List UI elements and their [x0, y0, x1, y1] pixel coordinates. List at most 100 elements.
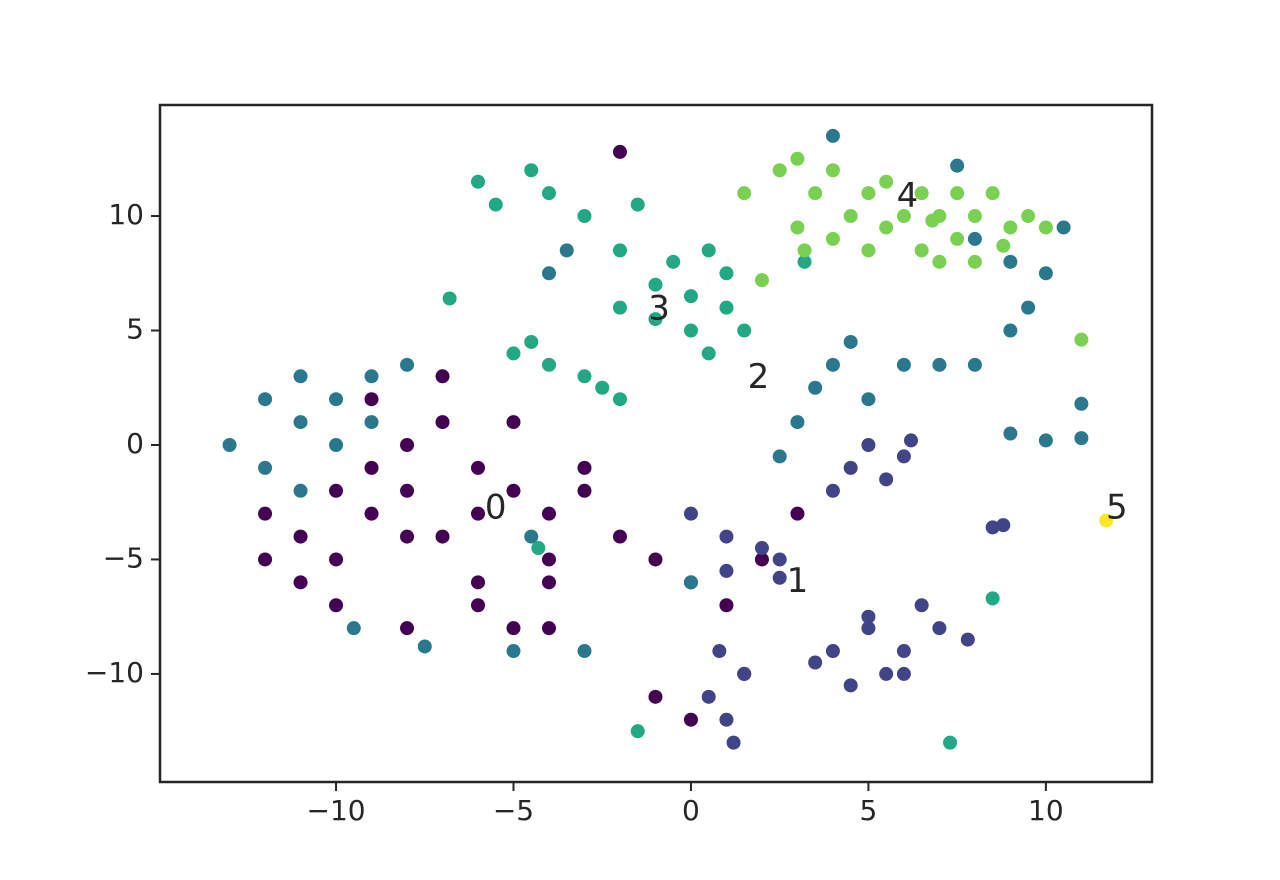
- point: [258, 506, 273, 521]
- point: [719, 563, 734, 578]
- point: [825, 128, 840, 143]
- point: [943, 735, 958, 750]
- point: [719, 598, 734, 613]
- point: [1074, 396, 1089, 411]
- point: [258, 460, 273, 475]
- point: [258, 552, 273, 567]
- point: [612, 300, 627, 315]
- point: [683, 575, 698, 590]
- point: [861, 392, 876, 407]
- point: [797, 243, 812, 258]
- y-tick-label: −10: [85, 656, 144, 689]
- point: [967, 254, 982, 269]
- point: [754, 273, 769, 288]
- point: [843, 460, 858, 475]
- point: [400, 529, 415, 544]
- point: [541, 266, 556, 281]
- point: [950, 158, 965, 173]
- point: [808, 186, 823, 201]
- point: [293, 483, 308, 498]
- point: [524, 529, 539, 544]
- point: [1021, 300, 1036, 315]
- point: [896, 666, 911, 681]
- point: [346, 621, 361, 636]
- point: [719, 300, 734, 315]
- point: [996, 518, 1011, 533]
- point: [541, 506, 556, 521]
- point: [861, 609, 876, 624]
- point: [1038, 266, 1053, 281]
- point: [293, 575, 308, 590]
- point: [524, 163, 539, 178]
- point: [985, 520, 1000, 535]
- point: [967, 231, 982, 246]
- point: [1038, 220, 1053, 235]
- x-tick-label: −5: [493, 794, 534, 827]
- point: [577, 644, 592, 659]
- point: [861, 437, 876, 452]
- point: [825, 231, 840, 246]
- point: [630, 724, 645, 739]
- point: [1056, 220, 1071, 235]
- point: [364, 392, 379, 407]
- point: [719, 266, 734, 281]
- point: [879, 174, 894, 189]
- point: [488, 197, 503, 212]
- point: [612, 529, 627, 544]
- point: [737, 186, 752, 201]
- point: [329, 598, 344, 613]
- point: [896, 449, 911, 464]
- point: [435, 369, 450, 384]
- x-tick-label: 10: [1028, 794, 1064, 827]
- point: [925, 213, 940, 228]
- point: [772, 449, 787, 464]
- point: [541, 575, 556, 590]
- point: [861, 186, 876, 201]
- point: [879, 220, 894, 235]
- point: [712, 644, 727, 659]
- point: [222, 437, 237, 452]
- point: [719, 529, 734, 544]
- point: [648, 277, 663, 292]
- point: [737, 666, 752, 681]
- point: [932, 254, 947, 269]
- x-tick-label: 0: [682, 794, 700, 827]
- point: [417, 639, 432, 654]
- point: [541, 552, 556, 567]
- point: [797, 254, 812, 269]
- point: [861, 621, 876, 636]
- point: [737, 323, 752, 338]
- cluster-label: 5: [1106, 488, 1128, 528]
- point: [843, 678, 858, 693]
- point: [790, 151, 805, 166]
- point: [985, 186, 1000, 201]
- point: [541, 621, 556, 636]
- point: [435, 415, 450, 430]
- point: [683, 712, 698, 727]
- point: [506, 621, 521, 636]
- point: [1003, 220, 1018, 235]
- point: [541, 186, 556, 201]
- point: [861, 243, 876, 258]
- point: [329, 483, 344, 498]
- point: [400, 357, 415, 372]
- point: [701, 243, 716, 258]
- point: [577, 369, 592, 384]
- point: [825, 357, 840, 372]
- point: [364, 506, 379, 521]
- y-tick-label: −5: [103, 541, 144, 574]
- point: [541, 357, 556, 372]
- point: [726, 735, 741, 750]
- point: [1074, 332, 1089, 347]
- point: [1021, 209, 1036, 224]
- point: [577, 209, 592, 224]
- point: [896, 357, 911, 372]
- point: [666, 254, 681, 269]
- point: [950, 231, 965, 246]
- cluster-label: 1: [787, 561, 809, 601]
- point: [364, 415, 379, 430]
- point: [577, 460, 592, 475]
- point: [996, 238, 1011, 253]
- point: [904, 433, 919, 448]
- point: [442, 291, 457, 306]
